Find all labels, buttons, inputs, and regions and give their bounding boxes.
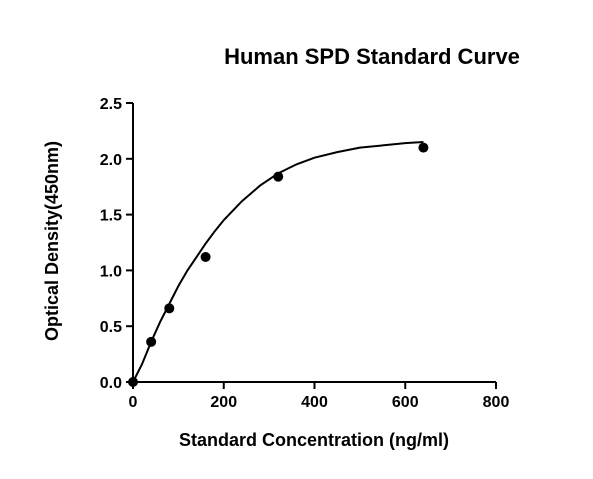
x-tick-label: 400 [301, 394, 328, 411]
y-axis-ticks: 0.0 0.5 1.0 1.5 2.0 2.5 [100, 96, 133, 392]
y-tick-label: 0.5 [100, 319, 122, 336]
data-point [273, 171, 284, 182]
data-point [200, 252, 211, 263]
data-point [164, 303, 175, 314]
chart-title: Human SPD Standard Curve [224, 44, 520, 69]
y-tick-label: 1.0 [100, 263, 122, 280]
data-point [146, 336, 157, 347]
y-axis-title: Optical Density(450nm) [42, 141, 62, 341]
fit-curve-line [132, 141, 424, 383]
x-tick-label: 200 [210, 394, 237, 411]
x-tick-label: 0 [129, 394, 138, 411]
data-point [418, 142, 429, 153]
x-tick-label: 600 [392, 394, 419, 411]
x-tick-label: 800 [483, 394, 510, 411]
y-tick-label: 0.0 [100, 375, 122, 392]
x-axis-ticks: 0 200 400 600 800 [129, 382, 510, 411]
axes [132, 103, 496, 383]
y-tick-label: 1.5 [100, 208, 122, 225]
x-axis-title: Standard Concentration (ng/ml) [179, 430, 449, 450]
y-tick-label: 2.5 [100, 96, 122, 113]
y-tick-label: 2.0 [100, 152, 122, 169]
fitted-curve [132, 141, 424, 383]
data-points [128, 142, 429, 387]
data-point [128, 377, 138, 387]
